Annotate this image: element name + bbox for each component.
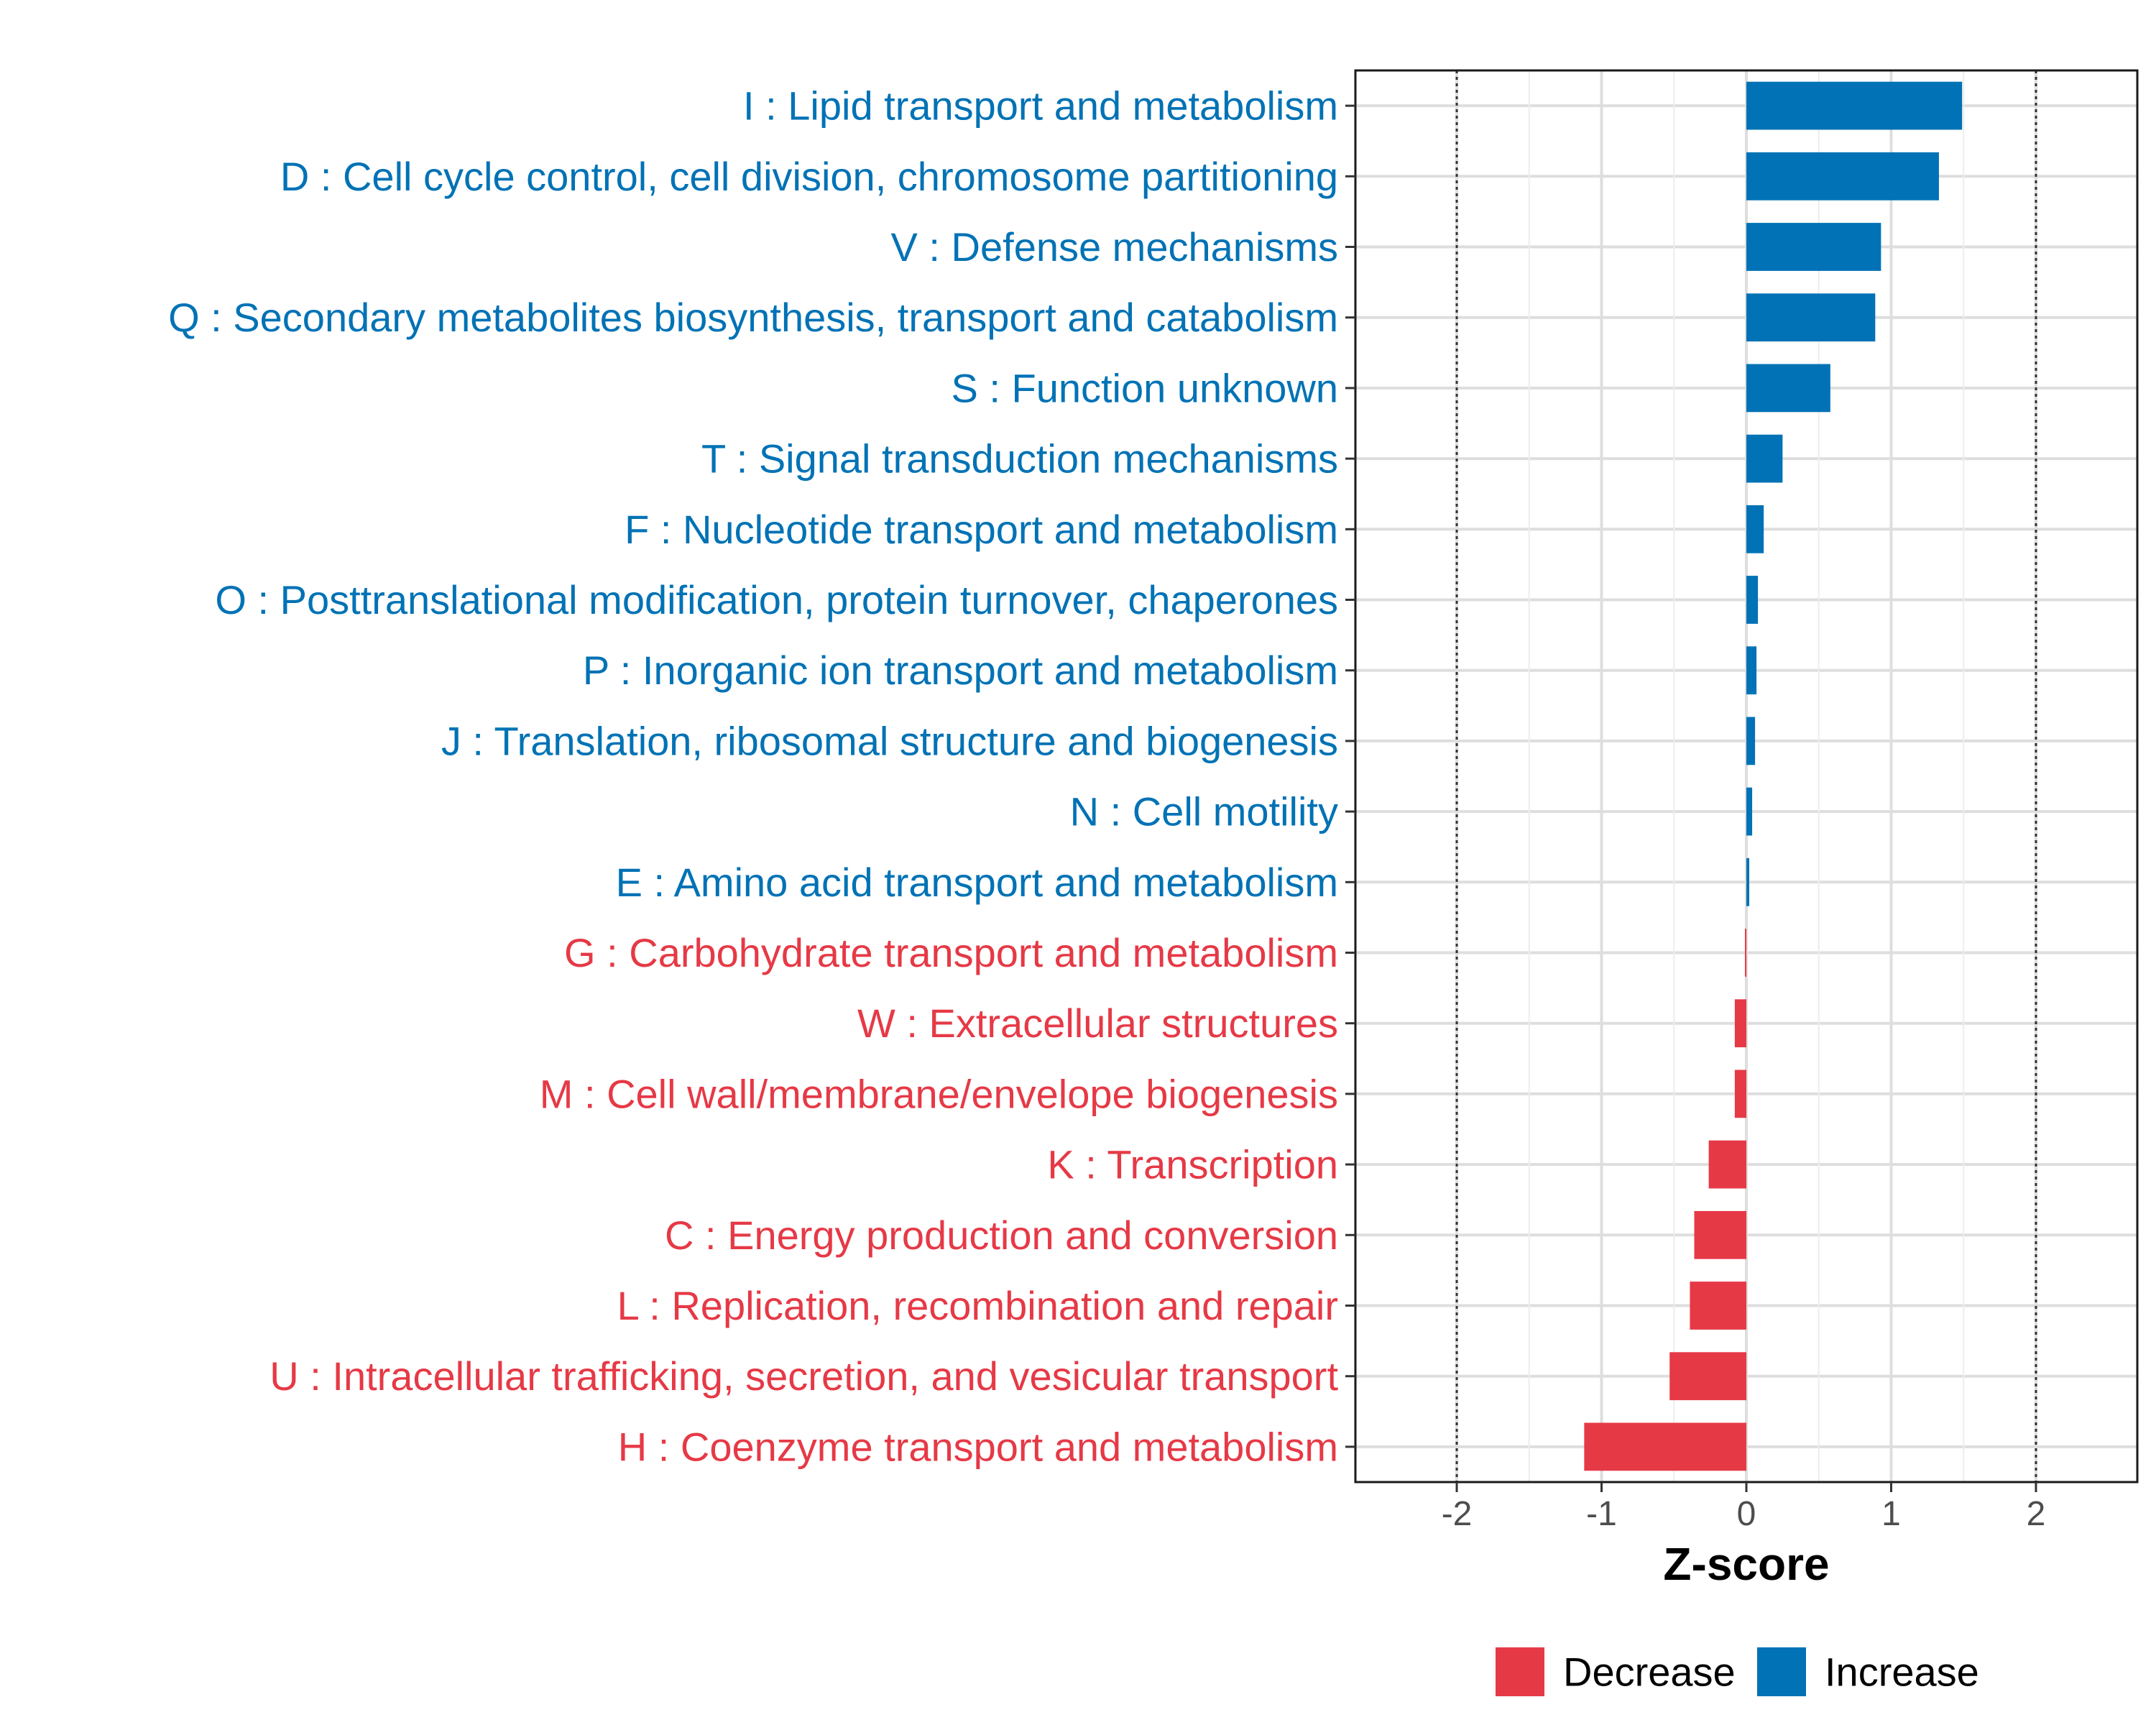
bar — [1694, 1210, 1746, 1259]
category-label: F : Nucleotide transport and metabolism — [625, 507, 1338, 552]
bar — [1746, 505, 1764, 553]
bar — [1746, 717, 1756, 765]
category-label: J : Translation, ribosomal structure and… — [441, 718, 1338, 763]
bars — [1584, 81, 1963, 1471]
category-label: L : Replication, recombination and repai… — [617, 1283, 1338, 1328]
category-label: W : Extracellular structures — [857, 1000, 1338, 1046]
bar — [1734, 1070, 1746, 1118]
y-ticks — [1345, 104, 1355, 1448]
x-tick-label: 0 — [1737, 1495, 1756, 1533]
category-label: T : Signal transduction mechanisms — [701, 436, 1338, 482]
bar — [1746, 576, 1759, 624]
grid-lines — [1355, 70, 2137, 1482]
x-tick-label: -1 — [1586, 1495, 1617, 1533]
category-label: P : Inorganic ion transport and metaboli… — [583, 648, 1338, 693]
bar — [1690, 1282, 1746, 1330]
bar — [1746, 223, 1881, 271]
category-label: H : Coenzyme transport and metabolism — [618, 1424, 1338, 1469]
reference-lines — [1455, 70, 2037, 1482]
bar — [1746, 81, 1963, 130]
x-ticks: -2 -1 0 1 2 — [1442, 1482, 2046, 1533]
category-label: E : Amino acid transport and metabolism — [616, 860, 1338, 905]
category-label: K : Transcription — [1047, 1142, 1338, 1187]
legend-swatch — [1757, 1647, 1806, 1696]
category-label: S : Function unknown — [951, 365, 1338, 410]
category-label: U : Intracellular trafficking, secretion… — [270, 1353, 1338, 1399]
category-label: C : Energy production and conversion — [665, 1213, 1338, 1258]
category-label: I : Lipid transport and metabolism — [743, 83, 1338, 129]
bar — [1746, 857, 1750, 906]
bar — [1746, 646, 1757, 695]
legend-label: Decrease — [1563, 1650, 1736, 1695]
legend-label: Increase — [1825, 1650, 1979, 1695]
x-tick-label: -2 — [1442, 1495, 1473, 1533]
bar — [1746, 364, 1830, 413]
category-label: V : Defense mechanisms — [891, 224, 1338, 270]
category-label: Q : Secondary metabolites biosynthesis, … — [168, 295, 1338, 340]
bar — [1746, 434, 1783, 483]
legend: Decrease Increase — [1496, 1647, 1979, 1696]
category-label: M : Cell wall/membrane/envelope biogenes… — [540, 1071, 1338, 1116]
legend-swatch — [1496, 1647, 1544, 1696]
category-labels: I : Lipid transport and metabolism D : Ce… — [168, 83, 1338, 1470]
bar — [1734, 999, 1746, 1048]
x-axis-title: Z-score — [1663, 1538, 1829, 1590]
bar — [1744, 929, 1746, 977]
category-label: O : Posttranslational modification, prot… — [215, 577, 1338, 622]
category-label: N : Cell motility — [1070, 789, 1338, 834]
x-tick-label: 1 — [1881, 1495, 1901, 1533]
x-tick-label: 2 — [2027, 1495, 2046, 1533]
bar — [1669, 1352, 1746, 1401]
bar — [1708, 1140, 1746, 1189]
bar — [1746, 293, 1876, 342]
bar — [1746, 787, 1753, 836]
category-label: D : Cell cycle control, cell division, c… — [280, 154, 1338, 199]
bar — [1584, 1422, 1746, 1471]
bar — [1746, 152, 1939, 201]
category-label: G : Carbohydrate transport and metabolis… — [564, 930, 1338, 975]
